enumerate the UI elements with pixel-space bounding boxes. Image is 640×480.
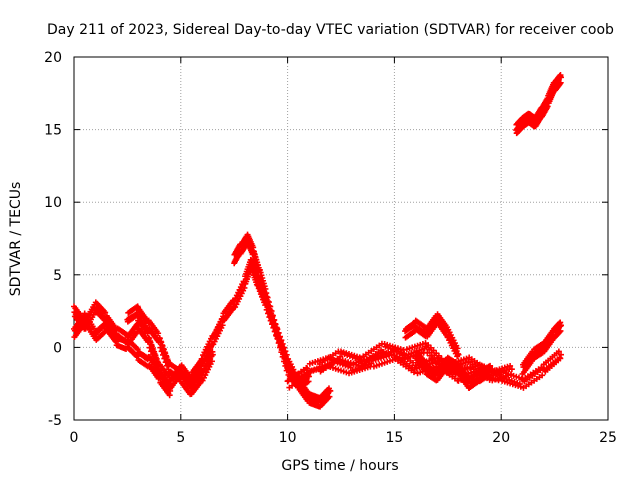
data-point xyxy=(208,358,215,365)
x-tick-label: 25 xyxy=(599,430,617,446)
data-point xyxy=(508,366,515,373)
data-point xyxy=(155,330,162,337)
data-point xyxy=(507,362,514,369)
data-point xyxy=(275,329,282,336)
data-point xyxy=(279,340,286,347)
x-tick-label: 0 xyxy=(70,430,79,446)
data-point xyxy=(410,369,417,376)
data-point xyxy=(167,387,174,394)
data-point xyxy=(337,353,344,360)
data-point xyxy=(357,357,364,364)
data-point xyxy=(219,322,226,329)
y-tick-label: 15 xyxy=(44,123,62,139)
data-point xyxy=(486,371,493,378)
x-tick-label: 5 xyxy=(176,430,185,446)
data-point xyxy=(155,366,162,373)
data-point xyxy=(158,339,165,346)
data-point xyxy=(282,348,289,355)
data-points xyxy=(71,72,565,410)
y-tick-label: 5 xyxy=(53,268,62,284)
data-point xyxy=(197,365,204,372)
data-point xyxy=(558,74,565,81)
chart-title: Day 211 of 2023, Sidereal Day-to-day VTE… xyxy=(47,22,614,38)
y-axis-label: SDTVAR / TECUs xyxy=(8,182,24,297)
data-point xyxy=(557,327,564,334)
data-point xyxy=(278,337,285,344)
data-point xyxy=(305,371,312,378)
x-tick-label: 10 xyxy=(279,430,297,446)
data-point xyxy=(176,367,183,374)
x-axis-label: GPS time / hours xyxy=(281,458,398,474)
x-tick-label: 15 xyxy=(385,430,403,446)
data-point xyxy=(277,333,284,340)
data-point xyxy=(455,351,462,358)
data-point xyxy=(454,345,461,352)
data-point xyxy=(274,326,281,333)
data-point xyxy=(516,380,523,387)
data-point xyxy=(281,344,288,351)
data-point xyxy=(487,366,494,373)
data-point xyxy=(556,80,563,87)
x-tick-label: 20 xyxy=(492,430,510,446)
data-point xyxy=(327,387,334,394)
data-point xyxy=(326,393,333,400)
data-point xyxy=(555,348,562,355)
data-point xyxy=(558,322,565,329)
y-tick-label: 0 xyxy=(53,340,62,356)
data-point xyxy=(156,335,163,342)
plot-frame xyxy=(73,56,609,421)
data-point xyxy=(544,103,551,110)
data-point xyxy=(102,309,109,316)
data-point xyxy=(209,351,216,358)
data-point xyxy=(304,365,311,372)
data-point xyxy=(556,328,563,335)
data-point xyxy=(558,351,565,358)
data-point xyxy=(112,330,119,337)
data-point xyxy=(507,371,514,378)
axis-ticks: 0 5 10 15 20 25 -5 0 5 10 15 20 xyxy=(44,50,617,446)
data-point xyxy=(283,351,290,358)
data-point xyxy=(539,372,546,379)
data-point xyxy=(91,325,98,332)
data-point xyxy=(262,285,269,292)
data-point xyxy=(263,293,270,300)
y-tick-label: -5 xyxy=(48,413,62,429)
y-tick-label: 10 xyxy=(44,195,62,211)
y-tick-label: 20 xyxy=(44,50,62,66)
data-point xyxy=(557,79,564,86)
